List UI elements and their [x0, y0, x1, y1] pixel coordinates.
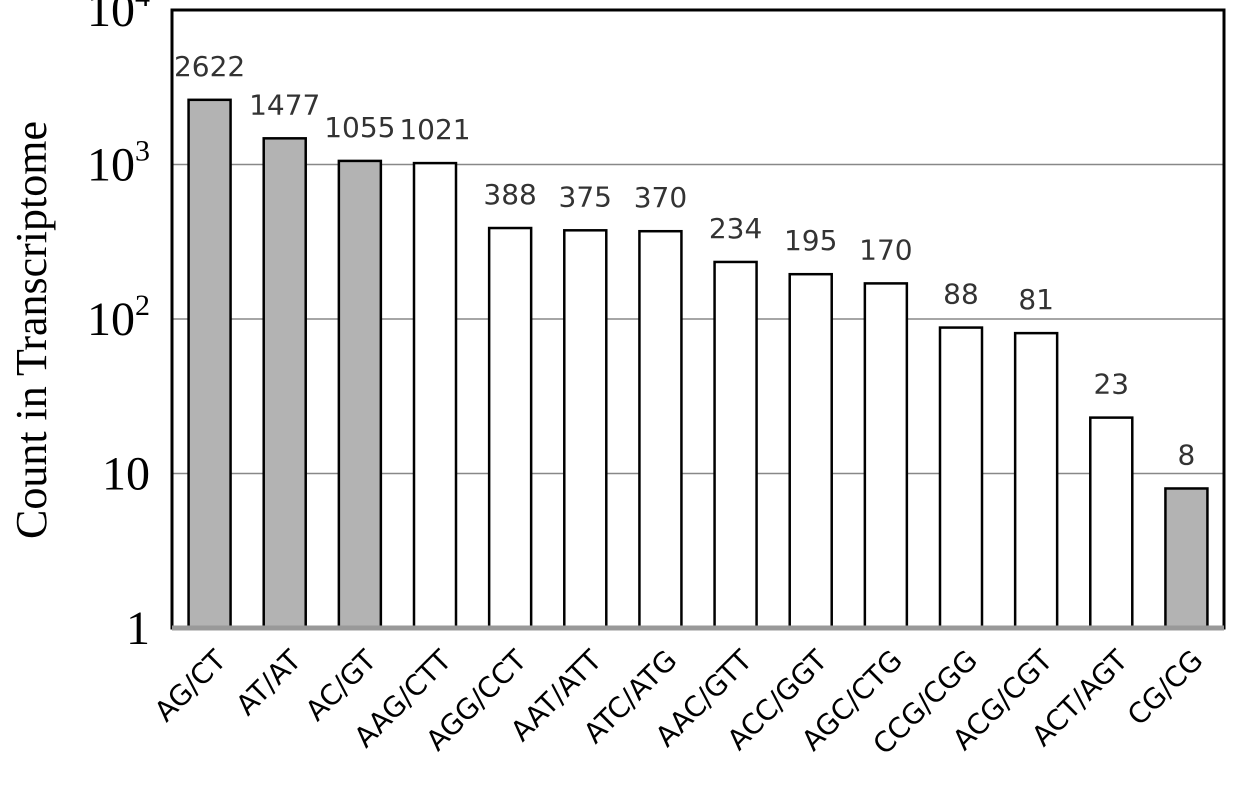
bar: [487, 226, 533, 630]
bar: [262, 137, 307, 630]
y-tick-label: 104: [87, 0, 150, 37]
bar: [1089, 416, 1134, 630]
bar: [713, 260, 758, 630]
y-tick-base: 10: [87, 293, 135, 346]
bar: [638, 229, 683, 630]
data-label: 23: [1093, 368, 1129, 401]
data-label: 81: [1018, 283, 1054, 316]
bar: [863, 282, 909, 630]
bar: [563, 229, 608, 630]
data-label: 88: [943, 278, 979, 311]
data-label: 8: [1178, 438, 1196, 471]
y-tick-label: 10: [102, 448, 150, 501]
y-tick-exponent: 3: [135, 135, 150, 168]
y-tick-exponent: 2: [135, 289, 150, 322]
data-label: 1055: [324, 111, 395, 144]
bar: [938, 326, 984, 630]
bar: [1013, 331, 1059, 630]
y-tick-label: 1: [126, 602, 150, 655]
y-tick-base: 10: [87, 0, 135, 37]
bar: [1164, 487, 1209, 630]
data-label: 170: [859, 233, 912, 266]
data-label: 195: [784, 224, 837, 257]
data-label: 2622: [174, 50, 245, 83]
data-label: 1021: [399, 113, 470, 146]
data-label: 370: [634, 181, 687, 214]
y-tick-base: 10: [102, 448, 150, 501]
gridlines: [172, 163, 1224, 475]
bars: [187, 98, 1209, 630]
y-tick-label: 102: [87, 289, 150, 346]
y-tick-base: 1: [126, 602, 150, 655]
x-tick-label: CG/CG: [1121, 644, 1209, 732]
data-label: 234: [709, 212, 762, 245]
bar: [187, 98, 232, 630]
x-tick-label: AT/AT: [229, 643, 308, 722]
x-tick-labels: AG/CTAT/ATAC/GTAAG/CTTAGG/CCTAAT/ATTATC/…: [148, 643, 1209, 761]
data-label: 388: [483, 178, 536, 211]
bar: [788, 272, 833, 630]
y-tick-label: 103: [87, 135, 150, 192]
y-tick-base: 10: [87, 139, 135, 192]
data-label: 375: [559, 180, 612, 213]
y-tick-labels: 110102103104: [87, 0, 150, 655]
data-label: 1477: [249, 88, 320, 121]
y-axis-label: Count in Transcriptome: [7, 121, 56, 539]
bar: [337, 159, 383, 630]
x-tick-label: AG/CT: [148, 643, 233, 728]
y-tick-exponent: 4: [135, 0, 150, 13]
bar: [412, 161, 458, 630]
